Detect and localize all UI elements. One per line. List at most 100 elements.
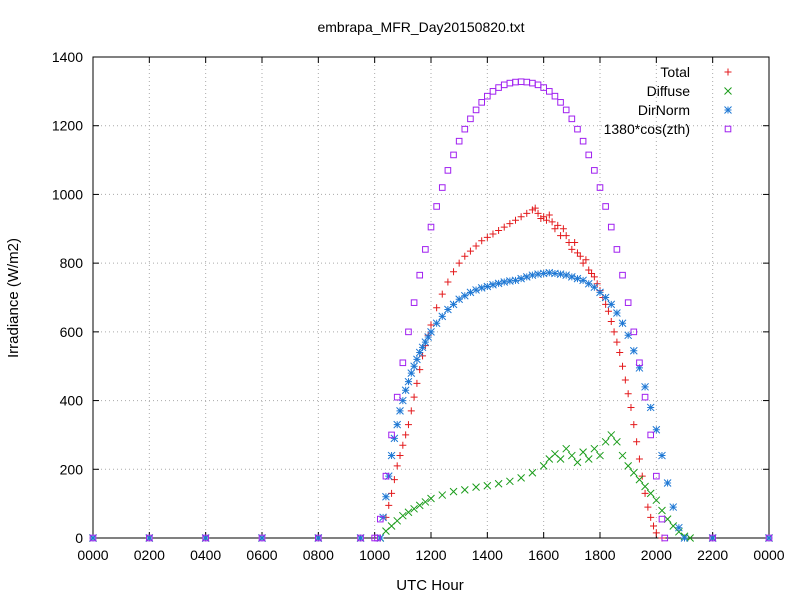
data-point bbox=[433, 203, 440, 210]
legend-label: Total bbox=[660, 64, 690, 80]
y-tick-label: 600 bbox=[60, 324, 84, 340]
data-point bbox=[624, 390, 632, 398]
data-point bbox=[545, 268, 554, 277]
data-point bbox=[539, 461, 548, 470]
data-point bbox=[495, 227, 503, 235]
data-point bbox=[382, 492, 390, 501]
x-tick-label: 0000 bbox=[753, 547, 784, 563]
data-point bbox=[630, 328, 638, 336]
data-point bbox=[607, 431, 616, 439]
data-point bbox=[357, 534, 364, 542]
y-tick-label: 200 bbox=[60, 461, 84, 477]
x-axis: 0000 0200 0400 0600 0800 1000 1200 1400 1600 1800… bbox=[77, 57, 785, 563]
x-tick-label: 0200 bbox=[134, 547, 165, 563]
data-point bbox=[500, 223, 508, 231]
data-point bbox=[388, 431, 395, 439]
data-point bbox=[613, 338, 621, 346]
data-point bbox=[765, 534, 773, 542]
data-point bbox=[416, 271, 424, 279]
data-point bbox=[568, 245, 576, 253]
data-point bbox=[472, 106, 480, 114]
data-point bbox=[390, 434, 399, 443]
data-point bbox=[489, 280, 497, 289]
data-point bbox=[579, 137, 587, 145]
gridlines bbox=[93, 57, 769, 538]
chart-title: embrapa_MFR_Day20150820.txt bbox=[317, 19, 524, 35]
x-tick-label: 0800 bbox=[303, 547, 334, 563]
data-point bbox=[427, 494, 435, 503]
data-point bbox=[579, 276, 587, 285]
data-point bbox=[559, 225, 567, 233]
data-point bbox=[396, 407, 404, 415]
data-point bbox=[630, 421, 638, 429]
data-point bbox=[576, 252, 584, 260]
data-point bbox=[556, 270, 565, 278]
data-point bbox=[646, 489, 655, 498]
data-point bbox=[460, 486, 469, 494]
data-point bbox=[613, 246, 621, 253]
data-point bbox=[461, 125, 469, 133]
data-point bbox=[669, 503, 678, 511]
data-point bbox=[607, 223, 615, 231]
data-point bbox=[512, 78, 519, 86]
data-point bbox=[410, 362, 418, 371]
data-point bbox=[562, 106, 570, 114]
data-point bbox=[89, 534, 97, 542]
data-point bbox=[601, 293, 610, 302]
x-tick-label: 1600 bbox=[528, 547, 559, 563]
data-point bbox=[528, 468, 537, 477]
data-point bbox=[478, 237, 486, 245]
data-point bbox=[506, 477, 514, 486]
x-tick-label: 0400 bbox=[190, 547, 221, 563]
data-point bbox=[438, 312, 447, 321]
data-point bbox=[680, 534, 689, 542]
data-point bbox=[567, 451, 576, 460]
data-point bbox=[607, 318, 615, 326]
data-point bbox=[624, 461, 633, 470]
data-point bbox=[407, 369, 416, 377]
data-point bbox=[472, 286, 480, 294]
data-point bbox=[449, 487, 458, 496]
data-point bbox=[548, 218, 556, 226]
data-point bbox=[517, 78, 525, 86]
data-point bbox=[401, 386, 410, 395]
data-point bbox=[89, 534, 97, 542]
data-point bbox=[398, 396, 407, 405]
data-point bbox=[647, 431, 655, 439]
data-point bbox=[402, 431, 410, 439]
data-point bbox=[567, 273, 576, 281]
data-point bbox=[145, 534, 154, 542]
data-point bbox=[512, 216, 519, 224]
data-point bbox=[396, 452, 404, 460]
data-point bbox=[500, 278, 509, 286]
data-point bbox=[433, 304, 441, 312]
data-point bbox=[422, 246, 429, 253]
data-point bbox=[382, 472, 390, 480]
data-point bbox=[653, 472, 660, 480]
series-square bbox=[89, 78, 773, 542]
data-point bbox=[415, 348, 424, 357]
data-point bbox=[557, 99, 564, 106]
data-point bbox=[438, 491, 447, 499]
data-point bbox=[582, 256, 590, 264]
data-point bbox=[591, 167, 598, 174]
y-tick-label: 1400 bbox=[52, 49, 83, 65]
legend-label: Diffuse bbox=[647, 83, 691, 99]
data-point bbox=[596, 184, 604, 191]
data-point bbox=[413, 379, 421, 387]
data-point bbox=[624, 299, 632, 306]
data-point bbox=[616, 348, 624, 356]
data-point bbox=[489, 88, 497, 95]
data-point bbox=[562, 232, 570, 240]
data-point bbox=[404, 377, 413, 386]
data-point bbox=[405, 328, 412, 336]
data-point bbox=[627, 403, 635, 411]
x-tick-label: 1800 bbox=[584, 547, 615, 563]
y-tick-label: 0 bbox=[75, 530, 83, 546]
data-point bbox=[562, 444, 571, 453]
data-point bbox=[432, 319, 441, 328]
series-marks bbox=[89, 78, 773, 542]
data-point bbox=[531, 204, 539, 212]
data-point bbox=[652, 496, 661, 505]
data-point bbox=[636, 359, 643, 367]
